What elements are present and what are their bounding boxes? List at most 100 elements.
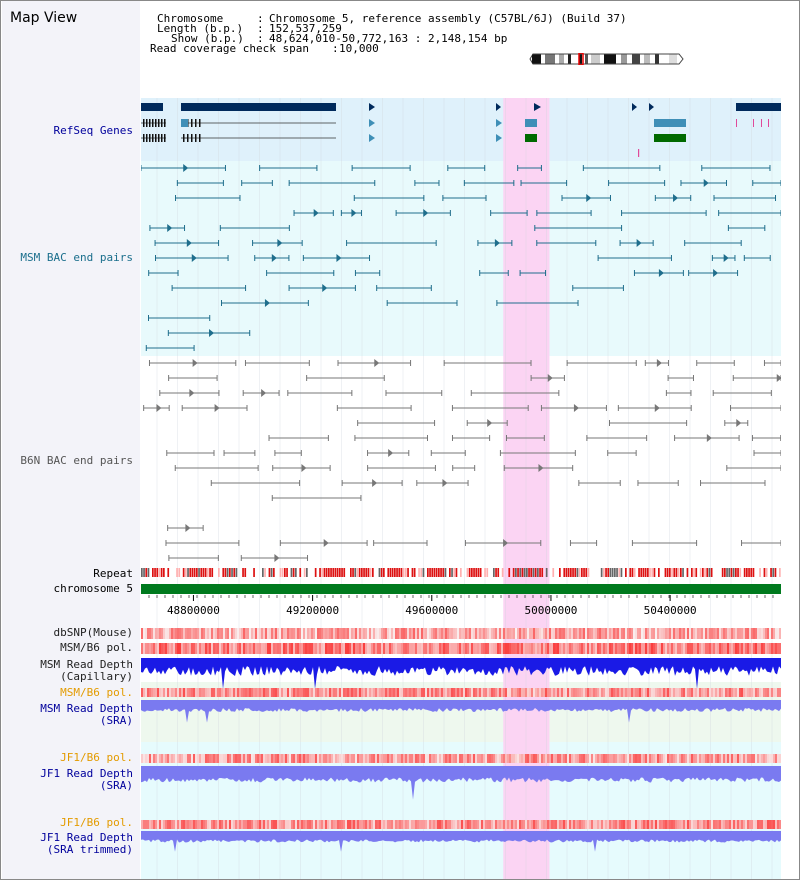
polymorphism-cell (703, 643, 706, 654)
bac-arrow (191, 254, 197, 262)
polymorphism-cell (203, 628, 206, 639)
polymorphism-cell (493, 754, 496, 763)
polymorphism-cell (369, 688, 372, 697)
repeat-block (402, 568, 405, 577)
polymorphism-cell (377, 628, 380, 639)
polymorphism-cell (295, 754, 298, 763)
genome-track-plot[interactable]: 48800000 49200000 49600000 50000000 50400000 (141, 98, 781, 879)
polymorphism-cell (333, 643, 336, 654)
repeat-block (284, 568, 286, 577)
polymorphism-cell (677, 754, 680, 763)
polymorphism-cell (521, 643, 524, 654)
polymorphism-cell (301, 688, 304, 697)
polymorphism-cell (655, 628, 658, 639)
polymorphism-cell (657, 754, 660, 763)
polymorphism-cell (345, 688, 348, 697)
polymorphism-cell (157, 688, 160, 697)
polymorphism-cell (713, 820, 716, 829)
polymorphism-cell (771, 643, 774, 654)
polymorphism-cell (655, 643, 658, 654)
polymorphism-cell (665, 628, 668, 639)
polymorphism-cell (147, 628, 150, 639)
polymorphism-cell (711, 820, 714, 829)
repeat-block (466, 568, 469, 577)
polymorphism-cell (397, 688, 400, 697)
polymorphism-cell (183, 643, 186, 654)
polymorphism-cell (469, 628, 472, 639)
bac-arrow (374, 359, 380, 367)
chromosome-ideogram[interactable] (529, 53, 689, 65)
polymorphism-cell (193, 688, 196, 697)
polymorphism-cell (285, 643, 288, 654)
polymorphism-cell (251, 643, 254, 654)
polymorphism-cell (541, 628, 544, 639)
polymorphism-cell (357, 754, 360, 763)
polymorphism-cell (485, 643, 488, 654)
polymorphism-cell (199, 754, 202, 763)
polymorphism-cell (755, 820, 758, 829)
bac-arrow (336, 254, 342, 262)
polymorphism-cell (591, 628, 594, 639)
polymorphism-cell (631, 628, 634, 639)
polymorphism-cell (193, 628, 196, 639)
repeat-block (218, 568, 220, 577)
polymorphism-cell (375, 820, 378, 829)
polymorphism-cell (597, 754, 600, 763)
polymorphism-cell (279, 688, 282, 697)
polymorphism-cell (327, 820, 330, 829)
polymorphism-cell (765, 754, 768, 763)
track-label-b6n-bac[interactable]: B6N BAC end pairs (20, 454, 133, 467)
polymorphism-cell (263, 754, 266, 763)
polymorphism-cell (769, 628, 772, 639)
polymorphism-cell (497, 688, 500, 697)
polymorphism-cell (403, 754, 406, 763)
polymorphism-cell (191, 628, 194, 639)
polymorphism-cell (663, 643, 666, 654)
repeat-block (336, 568, 339, 577)
polymorphism-cell (665, 820, 668, 829)
track-label-msm-bac[interactable]: MSM BAC end pairs (20, 251, 133, 264)
repeat-block (567, 568, 570, 577)
polymorphism-cell (299, 754, 302, 763)
polymorphism-cell (661, 643, 664, 654)
repeat-block (640, 568, 643, 577)
polymorphism-cell (301, 628, 304, 639)
polymorphism-cell (693, 628, 696, 639)
repeat-block (746, 568, 748, 577)
polymorphism-cell (525, 754, 528, 763)
polymorphism-cell (439, 754, 442, 763)
polymorphism-cell (143, 754, 146, 763)
polymorphism-cell (247, 628, 250, 639)
polymorphism-cell (771, 754, 774, 763)
polymorphism-cell (405, 628, 408, 639)
polymorphism-cell (485, 820, 488, 829)
polymorphism-cell (393, 628, 396, 639)
polymorphism-cell (325, 820, 328, 829)
repeat-block (147, 568, 150, 577)
polymorphism-cell (161, 820, 164, 829)
polymorphism-cell (169, 643, 172, 654)
polymorphism-cell (491, 688, 494, 697)
polymorphism-cell (679, 628, 682, 639)
polymorphism-cell (695, 820, 698, 829)
polymorphism-cell (709, 688, 712, 697)
polymorphism-cell (667, 688, 670, 697)
polymorphism-cell (327, 688, 330, 697)
repeat-block (530, 568, 533, 577)
polymorphism-cell (699, 688, 702, 697)
polymorphism-cell (443, 628, 446, 639)
polymorphism-cell (423, 820, 426, 829)
track-label-refseq[interactable]: RefSeq Genes (53, 124, 133, 137)
polymorphism-cell (175, 628, 178, 639)
track-label-msm-depth-sra: MSM Read Depth (SRA) (40, 702, 133, 727)
polymorphism-cell (541, 688, 544, 697)
polymorphism-cell (411, 754, 414, 763)
polymorphism-cell (639, 820, 642, 829)
repeat-block (484, 568, 486, 577)
polymorphism-cell (699, 820, 702, 829)
polymorphism-cell (667, 754, 670, 763)
polymorphism-cell (257, 754, 260, 763)
polymorphism-cell (149, 688, 152, 697)
polymorphism-cell (221, 688, 224, 697)
polymorphism-cell (293, 643, 296, 654)
